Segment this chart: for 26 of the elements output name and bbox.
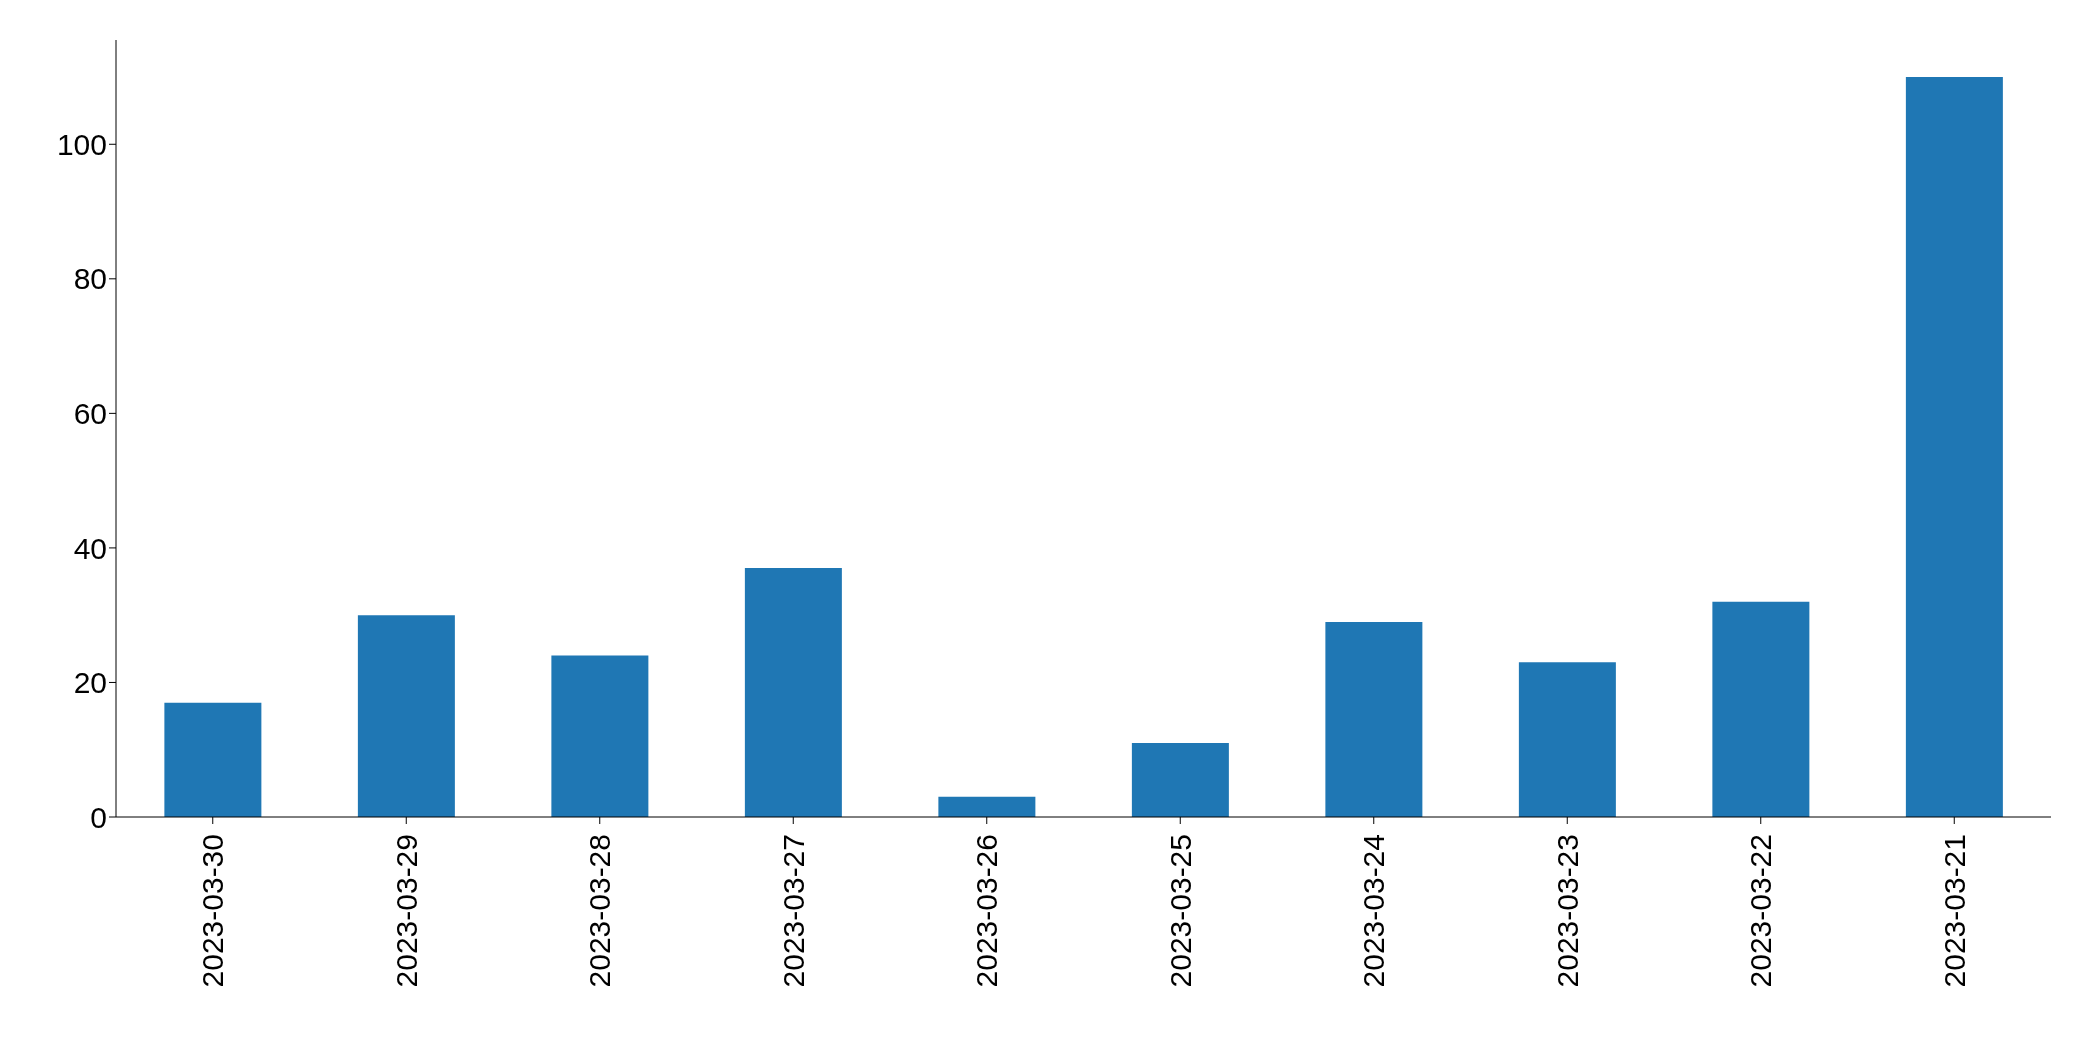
- bar: [1325, 621, 1423, 817]
- bar: [164, 702, 262, 817]
- bar: [1131, 743, 1229, 817]
- x-tick-label: 2023-03-21: [1937, 834, 1971, 988]
- y-tick-label: 100: [56, 127, 107, 161]
- x-tick-label: 2023-03-30: [196, 834, 230, 988]
- x-tick-label: 2023-03-29: [389, 834, 423, 988]
- x-tick-label: 2023-03-27: [776, 834, 810, 988]
- bar: [1905, 77, 2003, 817]
- y-tick-label: 20: [73, 666, 107, 700]
- x-tick-label: 2023-03-22: [1744, 834, 1778, 988]
- x-tick-label: 2023-03-23: [1550, 834, 1584, 988]
- bar: [551, 655, 649, 817]
- x-tick-label: 2023-03-25: [1163, 834, 1197, 988]
- y-tick-label: 0: [90, 800, 107, 834]
- bar: [744, 568, 842, 817]
- x-tick-label: 2023-03-28: [583, 834, 617, 988]
- bar: [357, 615, 455, 817]
- y-tick-label: 60: [73, 397, 107, 431]
- bar: [1518, 662, 1616, 817]
- y-tick-label: 80: [73, 262, 107, 296]
- x-tick-label: 2023-03-26: [970, 834, 1004, 988]
- y-tick-label: 40: [73, 531, 107, 565]
- x-tick-label: 2023-03-24: [1357, 834, 1391, 988]
- bar: [938, 796, 1036, 817]
- bar: [1712, 601, 1810, 817]
